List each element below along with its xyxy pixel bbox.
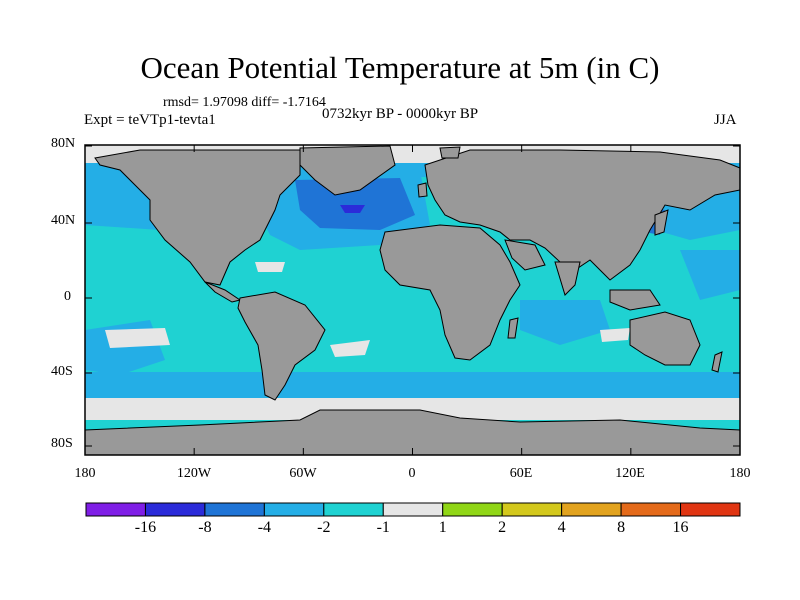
lon-label-180e: 180 <box>729 466 751 481</box>
season-label: JJA <box>714 112 737 128</box>
colorbar-label: -2 <box>317 519 331 536</box>
stats-line: rmsd= 1.97098 diff= -1.7164 <box>163 95 326 110</box>
colorbar-label: 8 <box>617 519 626 536</box>
colorbar-label: -1 <box>376 519 390 536</box>
west-pacific-patch <box>680 250 740 300</box>
british-isles <box>417 182 428 198</box>
greenland <box>299 145 396 196</box>
colorbar-label: -8 <box>198 519 212 536</box>
lat-label-80s: 80S <box>51 436 73 451</box>
south-america <box>237 291 326 401</box>
india <box>554 261 581 296</box>
maritime-continent <box>609 289 661 311</box>
period-label: 0732kyr BP - 0000kyr BP <box>322 106 479 122</box>
lon-label-60e: 60E <box>509 466 533 481</box>
colorbar-label: -16 <box>134 519 157 536</box>
lon-label-60w: 60W <box>289 466 317 481</box>
indian-ocean-patch <box>520 300 610 345</box>
colorbar-box <box>680 502 741 517</box>
colorbar-box <box>382 502 444 517</box>
colorbar-box <box>442 502 503 517</box>
colorbar-box <box>561 502 622 517</box>
lat-label-40s: 40S <box>51 364 73 379</box>
land-masses <box>84 145 741 456</box>
southern-near-zero-band <box>85 398 740 420</box>
new-zealand <box>711 351 723 373</box>
southern-mid-band <box>85 372 740 398</box>
lat-label-40n: 40N <box>51 213 76 228</box>
near-zero-blob-1 <box>105 328 170 348</box>
experiment-label: Expt = teVTp1-tevta1 <box>84 112 216 128</box>
central-america <box>204 281 242 303</box>
colorbar-label: 1 <box>438 519 447 536</box>
colorbar-box <box>144 502 206 517</box>
near-zero-blob-3 <box>255 262 285 272</box>
australia <box>629 311 701 366</box>
colorbar-boxes <box>85 502 741 517</box>
colorbar-label: 2 <box>498 519 507 536</box>
colorbar-label: -4 <box>257 519 272 536</box>
colorbar-box <box>501 502 563 517</box>
lat-label-80n: 80N <box>51 136 76 151</box>
colorbar-box <box>85 502 146 517</box>
north-atlantic-max <box>340 205 365 213</box>
north-atlantic-deep <box>295 178 415 230</box>
svalbard <box>439 146 461 159</box>
colorbar-box <box>323 502 384 517</box>
colorbar-label: 16 <box>672 519 689 536</box>
near-zero-blob-4 <box>600 328 630 342</box>
lat-label-0: 0 <box>64 289 71 304</box>
colorbar-box <box>263 502 325 517</box>
arabia <box>504 239 546 271</box>
map-frame <box>84 144 741 456</box>
lon-label-120w: 120W <box>176 466 212 481</box>
colorbar-box <box>620 502 682 517</box>
japan <box>654 209 669 236</box>
chart-title: Ocean Potential Temperature at 5m (in C) <box>140 50 660 85</box>
africa <box>379 224 521 361</box>
lon-label-180w: 180 <box>74 466 96 481</box>
near-zero-blob-2 <box>330 340 370 357</box>
colorbar-box <box>204 502 265 517</box>
madagascar <box>507 317 519 339</box>
lon-label-120e: 120E <box>615 466 645 481</box>
map-body <box>84 145 741 456</box>
lon-label-0: 0 <box>408 466 416 481</box>
colorbar-label: 4 <box>557 519 566 536</box>
eurasia <box>424 149 741 281</box>
